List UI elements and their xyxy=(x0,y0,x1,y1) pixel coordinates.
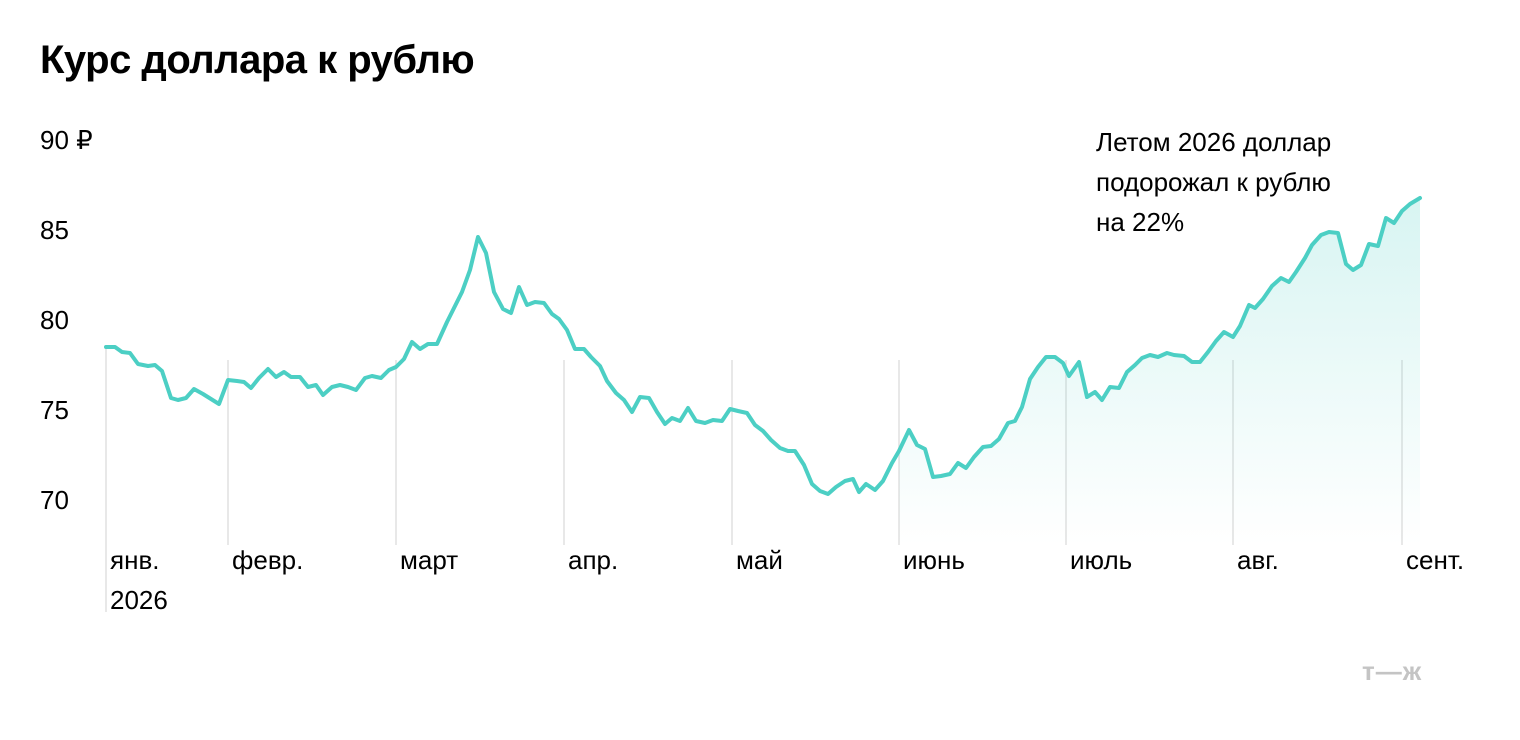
x-tick-label: май xyxy=(736,545,783,575)
x-tick-label: апр. xyxy=(568,545,618,575)
x-tick-label: авг. xyxy=(1237,545,1279,575)
x-tick-label: янв. xyxy=(110,545,159,575)
x-axis: янв. 2026 февр. март апр. май июнь июль авг. сент… xyxy=(110,545,1464,615)
data-line xyxy=(104,196,1422,496)
series-line xyxy=(104,196,1422,496)
x-tick-label: июль xyxy=(1070,545,1132,575)
area-fill xyxy=(899,198,1420,545)
x-tick-label: март xyxy=(400,545,458,575)
y-axis: 90 ₽ 85 80 75 70 xyxy=(40,125,93,515)
brand-logo: т—ж xyxy=(1362,656,1422,686)
y-tick-label: 85 xyxy=(40,215,69,245)
x-tick-year: 2026 xyxy=(110,585,168,615)
chart-title: Курс доллара к рублю xyxy=(40,38,475,82)
y-tick-label: 90 ₽ xyxy=(40,125,93,155)
y-tick-label: 75 xyxy=(40,395,69,425)
x-tick-label: февр. xyxy=(232,545,303,575)
annotation-line: Летом 2026 доллар xyxy=(1096,127,1331,157)
x-tick-label: сент. xyxy=(1406,545,1464,575)
annotation-line: подорожал к рублю xyxy=(1096,167,1331,197)
y-tick-label: 70 xyxy=(40,485,69,515)
annotation-line: на 22% xyxy=(1096,207,1184,237)
y-tick-label: 80 xyxy=(40,305,69,335)
x-tick-label: июнь xyxy=(903,545,965,575)
summer-area xyxy=(899,198,1420,545)
annotation: Летом 2026 доллар подорожал к рублю на 22% xyxy=(1096,127,1331,237)
